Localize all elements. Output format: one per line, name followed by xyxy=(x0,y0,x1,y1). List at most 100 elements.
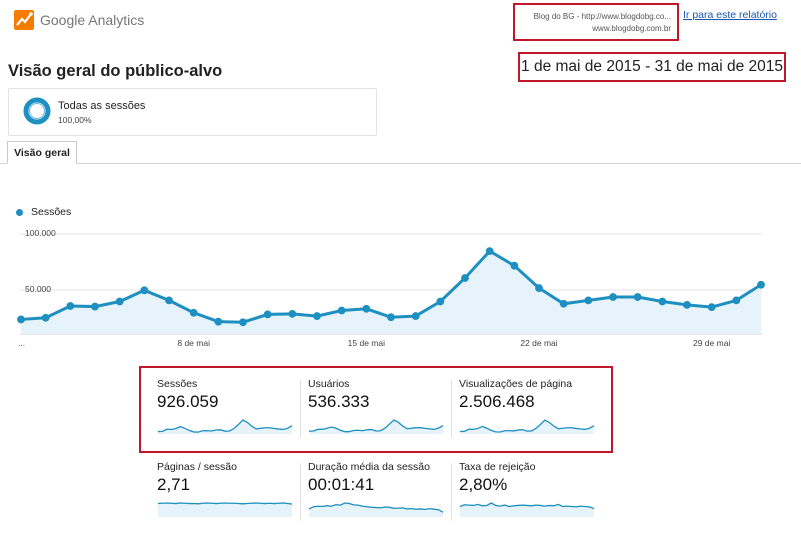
sparkline-area xyxy=(460,503,594,517)
x-tick-label: 15 de mai xyxy=(348,338,385,348)
account-selector[interactable]: Blog do BG - http://www.blogdobg.co... w… xyxy=(513,3,679,41)
sessions-point[interactable] xyxy=(683,300,691,309)
analytics-logo-icon xyxy=(14,10,34,30)
x-tick-label: 8 de mai xyxy=(177,338,210,348)
metric-value: 2.506.468 xyxy=(459,392,535,411)
sessions-point[interactable] xyxy=(313,312,321,320)
y-tick-label: 100.000 xyxy=(25,228,56,238)
sparkline-area xyxy=(460,420,594,434)
sessions-point[interactable] xyxy=(263,310,272,319)
sessions-point[interactable] xyxy=(91,302,99,311)
sparkline-area xyxy=(309,420,443,434)
metric-value: 2,71 xyxy=(157,475,191,494)
legend-label: Sessões xyxy=(31,206,72,218)
x-tick-label: ... xyxy=(18,338,25,348)
sessions-point[interactable] xyxy=(387,313,395,322)
sparkline-line xyxy=(459,419,595,433)
product-name: Google Analytics xyxy=(40,12,145,28)
metric-divider xyxy=(300,463,301,521)
metric-divider xyxy=(300,380,301,438)
sessions-point[interactable] xyxy=(66,302,75,310)
chart-legend[interactable]: Sessões xyxy=(16,206,71,218)
sessions-point[interactable] xyxy=(732,296,741,305)
sessions-point[interactable] xyxy=(436,297,445,306)
sparkline-line xyxy=(308,419,444,433)
metric-card[interactable]: Visualizações de página 2.506.468 xyxy=(459,378,599,448)
metric-label: Duração média da sessão xyxy=(308,461,430,473)
segment-card[interactable]: Todas as sessões 100,00% xyxy=(8,88,377,136)
metric-card[interactable]: Duração média da sessão 00:01:41 xyxy=(308,461,448,531)
tab-divider xyxy=(0,163,801,164)
segment-name: Todas as sessões xyxy=(58,100,146,112)
metric-card[interactable]: Usuários 536.333 xyxy=(308,378,448,448)
sparkline-line xyxy=(459,502,595,510)
account-name: Blog do BG - http://www.blogdobg.co... xyxy=(533,12,671,21)
metric-label: Visualizações de página xyxy=(459,378,573,390)
property-name: www.blogdobg.com.br xyxy=(592,24,671,33)
metric-label: Taxa de rejeição xyxy=(459,461,536,473)
sessions-point[interactable] xyxy=(189,308,198,317)
segment-ring-icon xyxy=(23,97,51,125)
y-tick-label: 50.000 xyxy=(25,284,51,294)
sparkline-line xyxy=(308,502,444,513)
sessions-point[interactable] xyxy=(535,284,543,292)
sparkline-area xyxy=(158,420,292,434)
metric-label: Sessões xyxy=(157,378,198,390)
sessions-point[interactable] xyxy=(214,317,223,326)
metric-sparkline xyxy=(308,502,444,517)
metric-label: Usuários xyxy=(308,378,350,390)
date-range-picker[interactable]: 1 de mai de 2015 - 31 de mai de 2015 xyxy=(518,52,786,82)
sessions-area xyxy=(21,251,761,334)
sessions-point[interactable] xyxy=(609,293,617,301)
metric-value: 536.333 xyxy=(308,392,370,411)
sessions-point[interactable] xyxy=(239,318,247,327)
metric-value: 926.059 xyxy=(157,392,219,411)
google-analytics-logo[interactable]: Google Analytics xyxy=(14,8,184,32)
metric-sparkline xyxy=(459,419,595,434)
sessions-chart[interactable]: 100.000 50.000... 8 de mai 15 de mai 22 de m… xyxy=(0,222,801,352)
highlighted-metrics-box xyxy=(139,366,613,453)
metric-sparkline xyxy=(157,419,293,434)
sessions-point[interactable] xyxy=(633,293,642,301)
sessions-point[interactable] xyxy=(485,247,494,256)
sessions-point[interactable] xyxy=(337,306,346,315)
sessions-point[interactable] xyxy=(17,315,25,324)
sessions-point[interactable] xyxy=(288,309,297,318)
sessions-point[interactable] xyxy=(757,280,765,289)
x-tick-label: 29 de mai xyxy=(693,338,730,348)
sessions-point[interactable] xyxy=(362,304,371,313)
sparkline-line xyxy=(157,502,293,505)
metric-divider xyxy=(451,463,452,521)
metric-sparkline xyxy=(459,502,595,517)
metric-label: Páginas / sessão xyxy=(157,461,237,473)
metric-card[interactable]: Páginas / sessão 2,71 xyxy=(157,461,297,531)
sessions-point[interactable] xyxy=(510,261,519,270)
sessions-point[interactable] xyxy=(140,286,149,295)
go-to-report-link[interactable]: Ir para este relatório xyxy=(683,9,777,21)
segment-percentage: 100,00% xyxy=(58,115,92,125)
sparkline-area xyxy=(309,503,443,517)
sessions-point[interactable] xyxy=(41,313,50,322)
sessions-point[interactable] xyxy=(658,297,667,306)
sessions-point[interactable] xyxy=(707,303,716,312)
page-title: Visão geral do público-alvo xyxy=(8,62,223,80)
metric-card[interactable]: Taxa de rejeição 2,80% xyxy=(459,461,599,531)
metric-divider xyxy=(451,380,452,438)
sparkline-area xyxy=(158,503,292,517)
sessions-point[interactable] xyxy=(559,299,568,308)
sessions-point[interactable] xyxy=(584,296,593,305)
metric-sparkline xyxy=(157,502,293,517)
legend-dot-icon xyxy=(16,208,23,216)
sessions-point[interactable] xyxy=(165,296,173,305)
sparkline-line xyxy=(157,419,293,433)
date-range-label: 1 de mai de 2015 - 31 de mai de 2015 xyxy=(521,58,783,75)
sessions-point[interactable] xyxy=(461,274,469,282)
x-tick-label: 22 de mai xyxy=(520,338,557,348)
metric-sparkline xyxy=(308,419,444,434)
metric-value: 2,80% xyxy=(459,475,508,494)
metric-card[interactable]: Sessões 926.059 xyxy=(157,378,297,448)
metric-value: 00:01:41 xyxy=(308,475,375,494)
tab-overview[interactable]: Visão geral xyxy=(7,141,77,164)
sessions-point[interactable] xyxy=(411,312,420,320)
sessions-point[interactable] xyxy=(115,297,124,306)
